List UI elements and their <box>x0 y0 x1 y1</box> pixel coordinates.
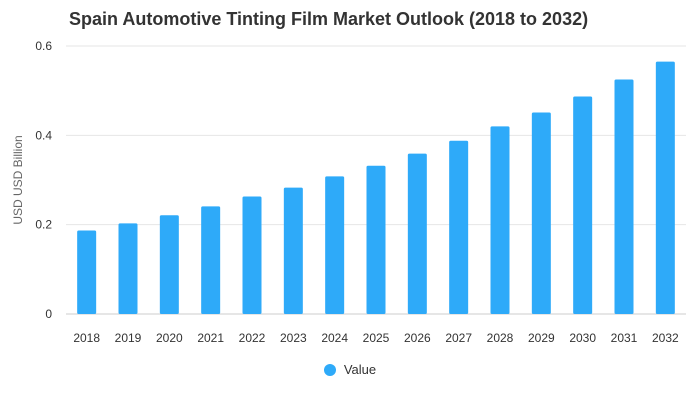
x-tick-label: 2025 <box>363 331 390 345</box>
x-tick-label: 2029 <box>528 331 555 345</box>
bar[interactable] <box>201 206 221 314</box>
chart-title: Spain Automotive Tinting Film Market Out… <box>69 9 589 29</box>
x-tick-label: 2031 <box>611 331 638 345</box>
legend[interactable]: Value <box>0 362 700 377</box>
bar[interactable] <box>283 187 303 314</box>
bar[interactable] <box>407 153 427 314</box>
bar[interactable] <box>118 223 138 314</box>
bar[interactable] <box>77 230 97 314</box>
bar[interactable] <box>573 96 593 315</box>
y-tick-label: 0 <box>45 307 52 321</box>
y-tick-label: 0.4 <box>35 128 52 142</box>
y-tick-label: 0.6 <box>35 39 52 53</box>
x-tick-label: 2023 <box>280 331 307 345</box>
bar[interactable] <box>366 165 386 314</box>
y-tick-label: 0.2 <box>35 218 52 232</box>
x-tick-label: 2027 <box>445 331 472 345</box>
legend-label: Value <box>343 362 377 377</box>
bar[interactable] <box>449 140 469 314</box>
y-axis-label: USD USD Billion <box>11 135 25 224</box>
x-tick-label: 2021 <box>197 331 224 345</box>
bar[interactable] <box>655 61 675 315</box>
bar[interactable] <box>159 215 179 314</box>
bar[interactable] <box>325 176 345 314</box>
x-tick-label: 2032 <box>652 331 679 345</box>
bar[interactable] <box>531 112 551 314</box>
legend-marker <box>323 363 336 376</box>
bar[interactable] <box>614 79 634 315</box>
bar[interactable] <box>490 126 510 315</box>
x-tick-label: 2018 <box>73 331 100 345</box>
x-tick-label: 2022 <box>239 331 266 345</box>
x-tick-label: 2024 <box>321 331 348 345</box>
x-tick-label: 2030 <box>569 331 596 345</box>
bar[interactable] <box>242 196 262 314</box>
x-tick-label: 2019 <box>115 331 142 345</box>
x-tick-label: 2020 <box>156 331 183 345</box>
x-tick-label: 2026 <box>404 331 431 345</box>
x-tick-label: 2028 <box>487 331 514 345</box>
